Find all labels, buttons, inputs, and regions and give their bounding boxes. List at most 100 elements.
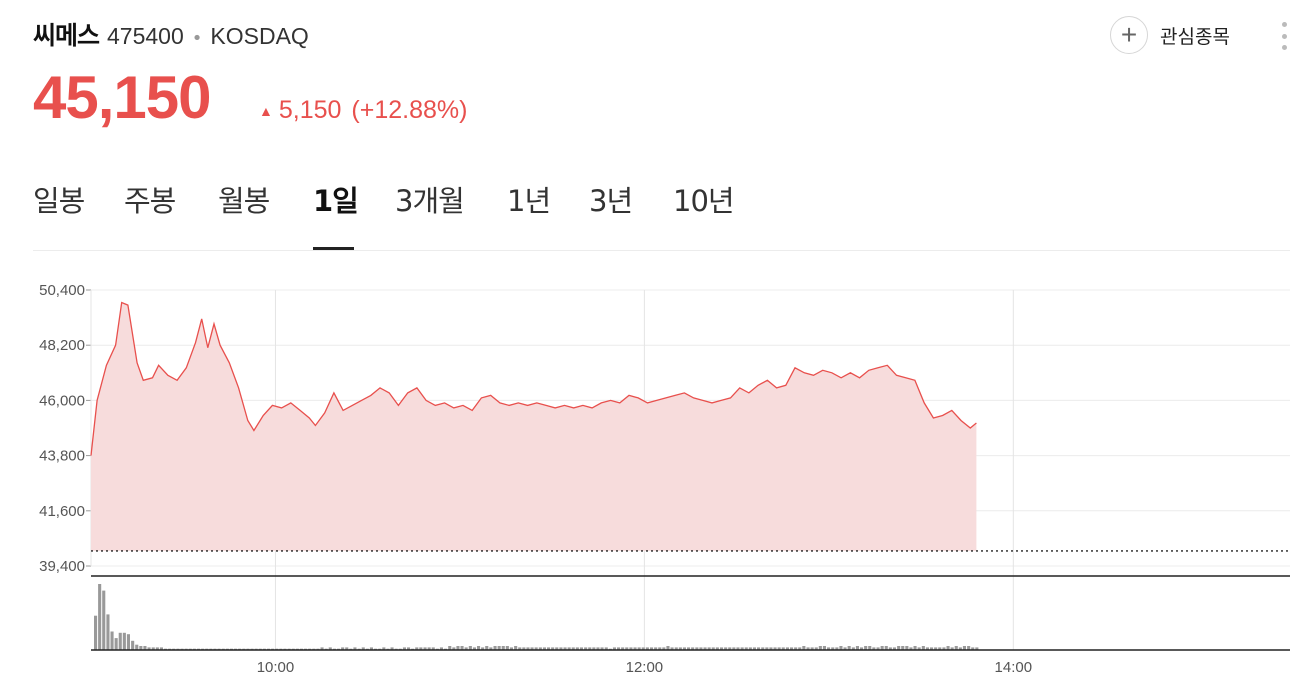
- volume-bar: [872, 647, 876, 650]
- volume-bar: [567, 647, 571, 650]
- watchlist-button[interactable]: + 관심종목: [1110, 16, 1230, 54]
- volume-bar: [777, 647, 781, 650]
- y-tick-label: 50,400: [39, 282, 85, 299]
- volume-bar: [633, 647, 637, 650]
- tab-weekly[interactable]: 주봉: [124, 184, 176, 218]
- volume-bar: [958, 647, 962, 650]
- tab-1year[interactable]: 1년: [507, 184, 551, 218]
- tab-daily[interactable]: 일봉: [33, 184, 85, 218]
- volume-bar: [802, 646, 806, 650]
- x-tick-label: 12:00: [626, 659, 664, 676]
- volume-bar: [868, 646, 872, 650]
- tab-monthly[interactable]: 월봉: [218, 184, 270, 218]
- volume-bar: [509, 647, 513, 650]
- volume-bar: [814, 647, 818, 650]
- price-area-fill: [91, 302, 977, 551]
- volume-bar: [547, 647, 551, 650]
- volume-bar: [102, 590, 106, 650]
- price-line: [90, 301, 977, 456]
- volume-bar: [905, 646, 909, 650]
- volume-bar: [707, 647, 711, 650]
- volume-bar: [950, 647, 954, 650]
- volume-bar: [855, 646, 859, 650]
- volume-bar: [118, 632, 122, 650]
- volume-bar: [563, 647, 567, 650]
- volume-bar: [847, 646, 851, 650]
- volume-bar: [810, 647, 814, 650]
- volume-bar: [678, 647, 682, 650]
- volume-bar: [592, 647, 596, 650]
- volume-bar: [736, 647, 740, 650]
- volume-bar: [534, 647, 538, 650]
- volume-bar: [617, 647, 621, 650]
- volume-bar: [839, 646, 843, 650]
- volume-bar: [827, 647, 831, 650]
- volume-bar: [448, 646, 452, 650]
- tab-1day[interactable]: 1일: [313, 184, 359, 218]
- volume-bar: [497, 646, 501, 650]
- more-vertical-icon[interactable]: [1278, 22, 1290, 50]
- volume-bar: [625, 647, 629, 650]
- volume-bar: [781, 647, 785, 650]
- stock-header: 씨메스 475400 • KOSDAQ: [33, 16, 309, 56]
- y-tick-label: 46,000: [39, 392, 85, 409]
- volume-bar: [131, 640, 135, 650]
- volume-bar: [423, 647, 427, 650]
- volume-bar: [353, 647, 357, 650]
- volume-bar: [654, 647, 658, 650]
- tab-10years[interactable]: 10년: [673, 184, 735, 218]
- volume-bar: [946, 646, 950, 650]
- plus-icon[interactable]: +: [1110, 16, 1148, 54]
- volume-bar: [790, 647, 794, 650]
- volume-bar: [328, 647, 332, 650]
- volume-bar: [818, 646, 822, 650]
- volume-bar: [341, 647, 345, 650]
- volume-bar: [732, 647, 736, 650]
- volume-bar: [682, 647, 686, 650]
- volume-bar: [439, 647, 443, 650]
- y-tick-label: 48,200: [39, 337, 85, 354]
- volume-bar: [472, 647, 476, 650]
- more-dot: [1281, 33, 1287, 39]
- volume-bar: [748, 647, 752, 650]
- volume-bar: [584, 647, 588, 650]
- volume-bar: [345, 647, 349, 650]
- volume-bar: [637, 647, 641, 650]
- volume-bar: [415, 647, 419, 650]
- volume-bar: [897, 646, 901, 650]
- volume-bar: [658, 647, 662, 650]
- volume-bar: [135, 644, 139, 650]
- change-percent: (+12.88%): [351, 96, 468, 124]
- volume-bar: [720, 647, 724, 650]
- volume-bar: [954, 646, 958, 650]
- tab-3years[interactable]: 3년: [589, 184, 633, 218]
- volume-bar: [645, 647, 649, 650]
- volume-bar: [571, 647, 575, 650]
- volume-bar: [715, 647, 719, 650]
- volume-bar: [843, 647, 847, 650]
- volume-bar: [522, 647, 526, 650]
- volume-bar: [477, 646, 481, 650]
- volume-bar: [851, 647, 855, 650]
- y-axis-labels: 50,400 48,200 46,000 43,800 41,600 39,400: [39, 282, 85, 575]
- volume-bar: [695, 647, 699, 650]
- volume-bar: [501, 646, 505, 650]
- volume-bar: [794, 647, 798, 650]
- volume-bar: [612, 647, 616, 650]
- volume-bar: [831, 647, 835, 650]
- tab-3months[interactable]: 3개월: [395, 184, 465, 218]
- volume-bar: [938, 647, 942, 650]
- volume-bar: [514, 646, 518, 650]
- volume-bar: [530, 647, 534, 650]
- volume-bar: [320, 647, 324, 650]
- volume-bar: [122, 632, 126, 650]
- more-dot: [1281, 45, 1287, 50]
- volume-bar: [126, 634, 130, 650]
- volume-bar: [575, 647, 579, 650]
- stock-name: 씨메스: [33, 21, 100, 50]
- active-tab-indicator: [313, 247, 354, 250]
- volume-bar: [769, 647, 773, 650]
- volume-bar: [114, 638, 118, 650]
- volume-bar: [670, 647, 674, 650]
